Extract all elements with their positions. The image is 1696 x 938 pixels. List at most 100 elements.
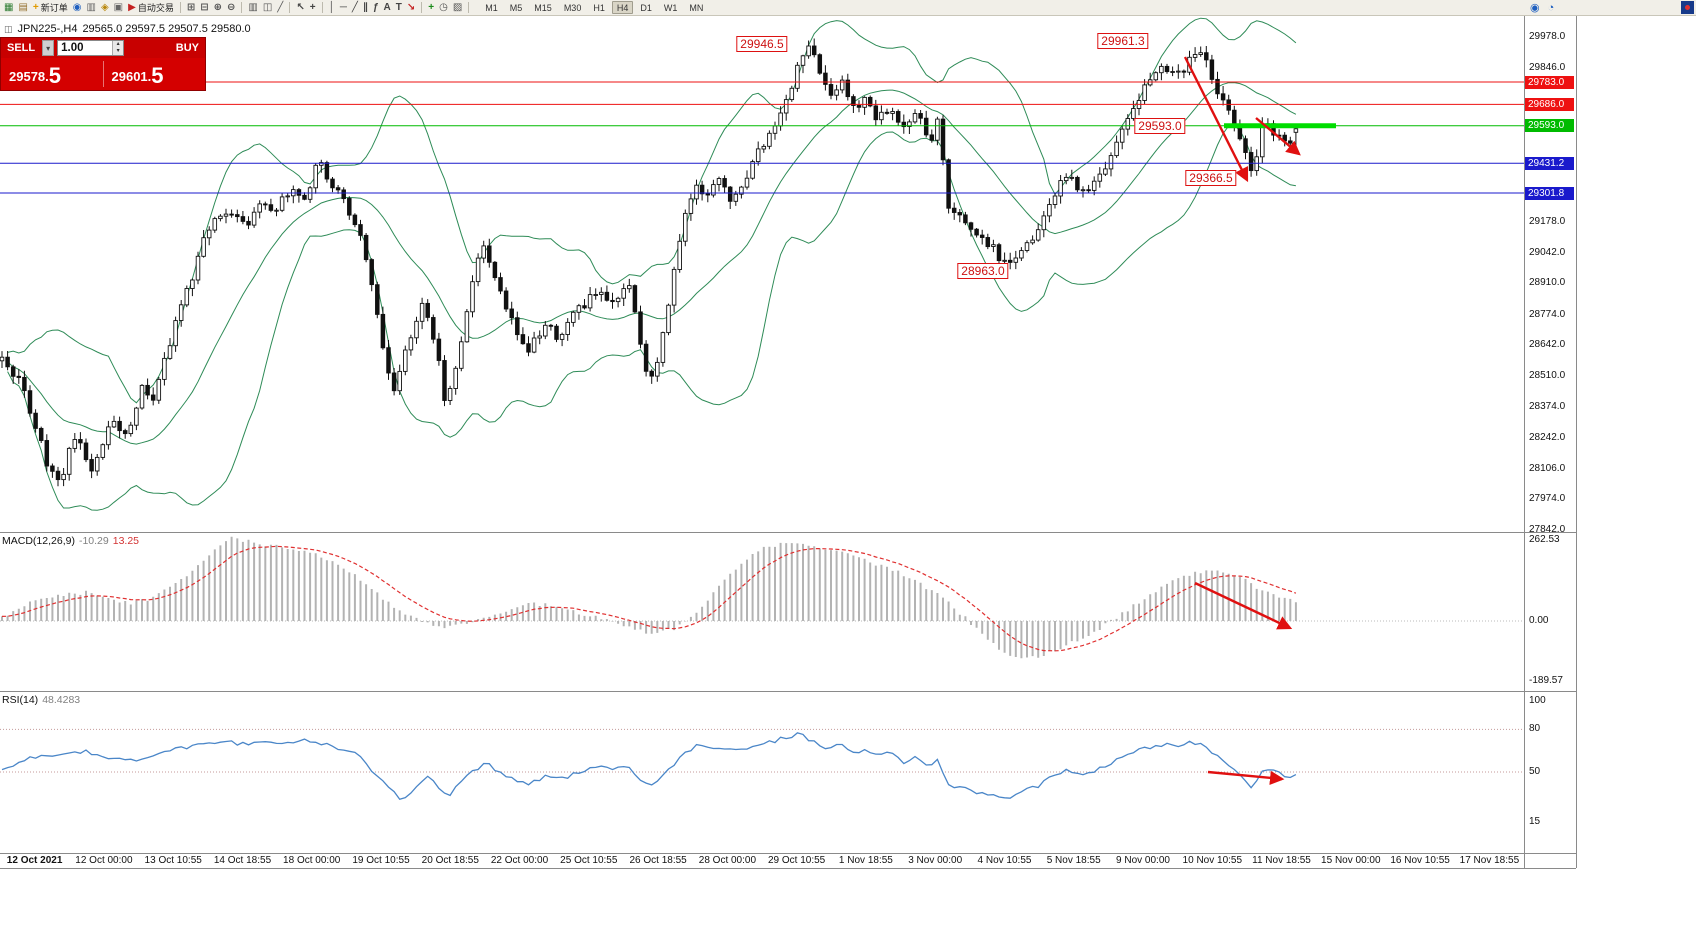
timeframe-button-w1[interactable]: W1 (663, 3, 678, 13)
timeframe-button-m5[interactable]: M5 (509, 3, 523, 13)
new-chart-icon[interactable]: ▦ (2, 1, 15, 15)
main-chart-panel[interactable]: ◫ JPN225-,H4 29565.0 29597.5 29507.5 295… (0, 16, 1524, 531)
sell-button[interactable]: SELL (7, 42, 36, 54)
terminal-icon-icon: ▣ (113, 1, 124, 13)
timeframe-button-d1[interactable]: D1 (640, 3, 652, 13)
sell-options-caret[interactable]: ▾ (42, 40, 55, 56)
new-order-icon: + (32, 1, 39, 13)
sell-price[interactable]: 29578. 5 (1, 58, 103, 90)
price-callout: 28963.0 (957, 263, 1009, 280)
timeframe-button-h4[interactable]: H4 (611, 1, 634, 14)
timeframe-button-h1[interactable]: H1 (593, 3, 605, 13)
macd-panel[interactable]: MACD(12,26,9) -10.29 13.25 (0, 533, 1524, 690)
price-axis-label: 28374.0 (1529, 401, 1566, 413)
volume-decrease-button[interactable]: ▾ (113, 48, 124, 55)
templates-icon-icon: ▨ (452, 1, 463, 13)
timeframe-button-mn[interactable]: MN (689, 3, 704, 13)
profiles-icon-icon: ▤ (18, 1, 28, 13)
timeframe-button-m15[interactable]: M15 (534, 3, 552, 13)
terminal-icon[interactable]: ▣ (112, 1, 125, 15)
sep1 (179, 2, 181, 13)
price-level-tag: 29301.8 (1525, 186, 1574, 200)
buy-price-pip: 5 (151, 63, 164, 88)
ohlc-values: 29565.0 29597.5 29507.5 29580.0 (82, 23, 251, 35)
sep3 (289, 2, 291, 13)
community-icon[interactable]: ◉ (1528, 1, 1542, 15)
candlestick-chart-icon[interactable]: ◫ (261, 1, 274, 15)
arrows-icon-icon: ↘ (406, 1, 416, 13)
crosshair-icon-icon: + (309, 1, 316, 13)
time-axis-label: 4 Nov 10:55 (977, 855, 1032, 866)
arrows-icon[interactable]: ↘ (405, 1, 417, 15)
rsi-chart[interactable] (0, 692, 1524, 852)
candlestick-icon: ◫ (4, 23, 13, 34)
candlestick-chart[interactable] (0, 16, 1524, 531)
timeframe-button-m30[interactable]: M30 (563, 3, 582, 13)
panel-splitter-rsi[interactable] (0, 691, 1576, 692)
new-window-icon[interactable]: ⊞ (185, 1, 197, 15)
trendline-icon[interactable]: ╱ (350, 1, 360, 15)
profiles-icon[interactable]: ▤ (16, 1, 29, 15)
time-axis-label: 19 Oct 10:55 (352, 855, 410, 866)
data-window-icon[interactable]: ▥ (85, 1, 98, 15)
volume-increase-button[interactable]: ▴ (113, 41, 124, 48)
cursor-icon-icon: ↖ (296, 1, 305, 13)
macd-axis-label: -189.57 (1529, 675, 1563, 687)
text-label-icon-icon: T (395, 1, 402, 13)
zoom-out-icon[interactable]: ⊖ (225, 1, 237, 15)
navigator-icon[interactable]: ◈ (99, 1, 111, 15)
trade-controls-row: SELL ▾ ▴ ▾ BUY (1, 38, 205, 58)
panel-splitter-macd[interactable] (0, 532, 1576, 533)
macd-name: MACD(12,26,9) (2, 535, 75, 547)
price-axis-label: 29178.0 (1529, 215, 1566, 227)
text-icon[interactable]: A (382, 1, 393, 15)
sep6 (468, 2, 470, 13)
indicators-icon[interactable]: + (426, 1, 436, 15)
time-axis-label: 12 Oct 00:00 (75, 855, 133, 866)
macd-chart[interactable] (0, 533, 1524, 690)
zoom-in-icon[interactable]: ⊕ (212, 1, 224, 15)
buy-price[interactable]: 29601. 5 (104, 58, 206, 90)
cursor-icon[interactable]: ↖ (294, 1, 306, 15)
time-axis-label: 18 Oct 00:00 (283, 855, 341, 866)
horizontal-line-icon[interactable]: ─ (338, 1, 349, 15)
price-level-tag: 29783.0 (1525, 75, 1574, 89)
new-chart-icon-icon: ▦ (4, 1, 14, 13)
time-axis-label: 12 Oct 2021 (6, 855, 63, 866)
vertical-line-icon-icon: │ (328, 1, 335, 13)
autotrading-button-label: 自动交易 (137, 3, 174, 13)
line-chart-icon[interactable]: ╱ (275, 1, 285, 15)
tile-windows-icon-icon: ⊟ (200, 1, 209, 13)
rsi-axis-label: 80 (1529, 723, 1541, 735)
timeframe-button-m1[interactable]: M1 (485, 3, 498, 13)
toolbar-left-group: ▦ ▤ + 新订单 ◉ ▥ ◈ ▣ ▶ 自动交易 ⊞ ⊟ ⊕ ⊖ ▥ ◫ ╱ ↖ + │ ─ ╱ ∥ ƒ A T ↘ + ◷ ▨ (2, 1, 472, 15)
rsi-axis-label: 15 (1529, 815, 1541, 827)
market-watch-icon[interactable]: ◉ (71, 1, 84, 15)
buy-button[interactable]: BUY (175, 42, 199, 54)
tile-windows-icon[interactable]: ⊟ (198, 1, 210, 15)
templates-icon[interactable]: ▨ (451, 1, 464, 15)
autotrading-button[interactable]: ▶ 自动交易 (126, 1, 176, 15)
price-level-tag: 29686.0 (1525, 97, 1574, 111)
fibonacci-icon[interactable]: ƒ (371, 1, 381, 15)
trendline-icon-icon: ╱ (351, 1, 358, 13)
text-label-icon[interactable]: T (394, 1, 404, 15)
rsi-axis-label: 50 (1529, 766, 1541, 777)
volume-input[interactable] (58, 41, 113, 55)
new-order-button[interactable]: + 新订单 (31, 1, 70, 15)
time-axis-label: 17 Nov 18:55 (1459, 855, 1520, 866)
rsi-panel[interactable]: RSI(14) 48.4283 (0, 692, 1524, 852)
crosshair-icon[interactable]: + (308, 1, 318, 15)
bar-chart-icon[interactable]: ▥ (246, 1, 259, 15)
macd-value: -10.29 (78, 535, 109, 547)
macd-label: MACD(12,26,9) -10.29 13.25 (2, 535, 139, 547)
axis-separator (1524, 16, 1525, 868)
help-icon[interactable]: ◔ (1546, 1, 1557, 15)
vertical-line-icon[interactable]: │ (327, 1, 337, 15)
candlestick-chart-icon-icon: ◫ (262, 1, 273, 13)
channel-icon[interactable]: ∥ (361, 1, 370, 15)
periods-icon[interactable]: ◷ (437, 1, 450, 15)
time-axis-label: 1 Nov 18:55 (838, 855, 893, 866)
time-axis-label: 29 Oct 10:55 (767, 855, 826, 866)
channel-icon-icon: ∥ (362, 1, 368, 13)
